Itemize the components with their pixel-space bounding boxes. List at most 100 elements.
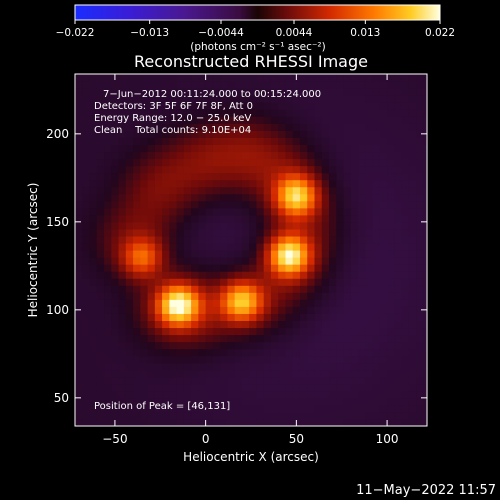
heatmap-cell — [379, 207, 388, 216]
heatmap-cell — [329, 250, 337, 258]
heatmap-cell — [350, 250, 359, 258]
heatmap-cell — [401, 193, 410, 202]
heatmap-cell — [82, 137, 91, 145]
heatmap-cell — [104, 334, 112, 343]
heatmap-cell — [263, 348, 272, 357]
heatmap-cell — [183, 88, 192, 96]
heatmap-cell — [118, 292, 127, 300]
heatmap-cell — [314, 186, 323, 195]
heatmap-cell — [169, 355, 178, 364]
heatmap-cell — [278, 320, 287, 329]
heatmap-cell — [118, 257, 127, 265]
heatmap-cell — [350, 193, 359, 202]
heatmap-cell — [147, 292, 156, 300]
heatmap-cell — [358, 257, 366, 265]
heatmap-cell — [82, 313, 91, 321]
heatmap-cell — [234, 102, 243, 110]
heatmap-cell — [82, 299, 91, 307]
heatmap-cell — [329, 165, 337, 174]
heatmap-cell — [212, 74, 221, 82]
heatmap-cell — [299, 418, 308, 426]
heatmap-cell — [140, 313, 149, 321]
heatmap-cell — [227, 200, 236, 209]
heatmap-cell — [176, 341, 185, 350]
heatmap-cell — [350, 123, 359, 131]
heatmap-cell — [133, 257, 141, 265]
heatmap-cell — [133, 341, 141, 350]
heatmap-cell — [111, 299, 120, 307]
heatmap-cell — [278, 130, 287, 138]
heatmap-cell — [416, 348, 424, 357]
heatmap-cell — [147, 207, 156, 216]
heatmap-cell — [321, 165, 330, 174]
heatmap-cell — [220, 369, 229, 378]
heatmap-cell — [125, 334, 134, 343]
heatmap-cell — [96, 355, 105, 364]
heatmap-cell — [220, 88, 229, 96]
heatmap-cell — [408, 81, 417, 89]
heatmap-cell — [292, 81, 301, 89]
heatmap-cell — [336, 250, 345, 258]
heatmap-cell — [104, 355, 112, 364]
heatmap-cell — [358, 376, 366, 385]
heatmap-cell — [162, 306, 170, 314]
heatmap-cell — [394, 179, 403, 188]
heatmap-cell — [118, 250, 127, 258]
heatmap-cell — [350, 179, 359, 188]
heatmap-cell — [307, 404, 316, 413]
heatmap-cell — [234, 313, 243, 321]
heatmap-cell — [372, 95, 381, 103]
heatmap-cell — [133, 355, 141, 364]
heatmap-cell — [75, 285, 83, 293]
heatmap-cell — [278, 362, 287, 371]
heatmap-cell — [125, 123, 134, 131]
heatmap-cell — [191, 95, 199, 103]
heatmap-cell — [408, 179, 417, 188]
heatmap-cell — [416, 186, 424, 195]
heatmap-cell — [270, 179, 279, 188]
heatmap-cell — [292, 264, 301, 272]
heatmap-cell — [198, 348, 207, 357]
heatmap-cell — [263, 383, 272, 392]
heatmap-cell — [249, 257, 258, 265]
heatmap-cell — [416, 327, 424, 336]
heatmap-cell — [307, 334, 316, 343]
heatmap-cell — [423, 369, 427, 378]
heatmap-cell — [140, 285, 149, 293]
heatmap-cell — [212, 186, 221, 195]
heatmap-cell — [263, 411, 272, 420]
heatmap-cell — [372, 88, 381, 96]
heatmap-cell — [111, 172, 120, 181]
heatmap-cell — [162, 383, 170, 392]
heatmap-cell — [82, 172, 91, 181]
heatmap-cell — [205, 278, 214, 286]
heatmap-cell — [104, 278, 112, 286]
heatmap-cell — [89, 74, 98, 82]
heatmap-cell — [365, 193, 374, 202]
heatmap-cell — [212, 235, 221, 244]
annotation-block: 7−Jun−2012 00:11:24.000 to 00:15:24.000 … — [94, 89, 321, 136]
heatmap-cell — [162, 390, 170, 399]
heatmap-cell — [372, 355, 381, 364]
heatmap-cell — [379, 390, 388, 399]
plot-frame — [74, 73, 428, 427]
heatmap-cell — [263, 404, 272, 413]
heatmap-cell — [154, 151, 163, 160]
heatmap-cell — [314, 214, 323, 223]
heatmap-cell — [379, 200, 388, 209]
heatmap-cell — [227, 179, 236, 188]
heatmap-cell — [133, 404, 141, 413]
heatmap-cell — [249, 292, 258, 300]
heatmap-cell — [278, 172, 287, 181]
heatmap-cell — [343, 74, 352, 82]
heatmap-cell — [401, 130, 410, 138]
heatmap-cell — [133, 376, 141, 385]
heatmap-cell — [329, 81, 337, 89]
heatmap-cell — [263, 74, 272, 82]
heatmap-cell — [147, 200, 156, 209]
heatmap-cell — [169, 179, 178, 188]
heatmap-cell — [89, 193, 98, 202]
heatmap-cell — [140, 278, 149, 286]
heatmap-cell — [307, 250, 316, 258]
